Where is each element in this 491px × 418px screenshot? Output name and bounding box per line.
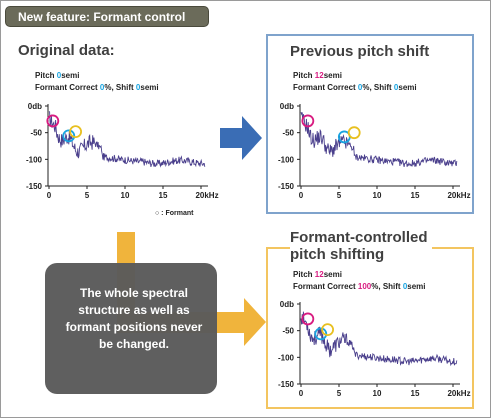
y-tick-label: -150	[278, 182, 295, 191]
spectrum-line	[48, 111, 206, 168]
x-tick-label: 15	[411, 191, 420, 200]
formant-title-line2: pitch shifting	[290, 246, 385, 263]
formant-spectrum-plot: 0db -50 -100 -150 0 5 10 15 20kHz	[278, 300, 471, 398]
previous-spectrum-plot: 0db -50 -100 -150 0 5 10 15 20kHz	[278, 102, 471, 200]
y-tick-label: -150	[26, 182, 43, 191]
x-tick-label: 0	[47, 191, 52, 200]
original-title: Original data:	[18, 42, 115, 59]
x-tick-label: 10	[373, 389, 382, 398]
formant-circle-yellow	[347, 126, 361, 140]
y-tick-label: 0db	[28, 102, 42, 111]
x-tick-label: 20kHz	[447, 389, 470, 398]
x-tick-label: 5	[337, 191, 342, 200]
y-tick-label: 0db	[280, 300, 294, 309]
x-tick-label: 5	[85, 191, 90, 200]
x-tick-label: 10	[373, 191, 382, 200]
spectrum-line	[300, 112, 458, 167]
formant-circle-blue	[62, 129, 76, 143]
x-tick-label: 5	[337, 389, 342, 398]
formant-panel	[266, 247, 474, 409]
y-tick-label: -100	[26, 155, 43, 164]
original-spectrum-plot: 0db -50 -100 -150 0 5 10 15 20kHz	[26, 102, 219, 200]
y-tick-label: -150	[278, 380, 295, 389]
x-tick-label: 20kHz	[447, 191, 470, 200]
y-tick-label: -50	[282, 129, 294, 138]
note-text: The whole spectral structure as well as …	[65, 286, 203, 351]
x-tick-label: 0	[299, 191, 304, 200]
spectrum-line	[300, 311, 458, 367]
formant-circle-blue	[314, 327, 328, 341]
banner-title: New feature: Formant control	[5, 6, 209, 27]
previous-pitch-line: Pitch 12semi	[293, 71, 342, 80]
y-tick-label: 0db	[280, 102, 294, 111]
y-tick-label: -100	[278, 155, 295, 164]
x-tick-label: 10	[121, 191, 130, 200]
x-tick-label: 15	[411, 389, 420, 398]
formant-circle-yellow	[69, 125, 82, 138]
y-tick-label: -50	[30, 129, 42, 138]
formant-circle-red	[301, 312, 315, 326]
x-tick-label: 0	[299, 389, 304, 398]
note-box	[45, 263, 217, 394]
formant-circle-red	[301, 114, 315, 128]
formant-formant-line: Formant Correct 100%, Shift 0semi	[293, 282, 426, 291]
formant-title-line1: Formant-controlled	[290, 229, 428, 246]
original-formant-line: Formant Correct 0%, Shift 0semi	[35, 83, 159, 92]
previous-title: Previous pitch shift	[290, 43, 430, 60]
formant-circle-red	[46, 114, 60, 128]
x-tick-label: 15	[159, 191, 168, 200]
previous-formant-line: Formant Correct 0%, Shift 0semi	[293, 83, 417, 92]
original-pitch-line: Pitch 0semi	[35, 71, 80, 80]
y-tick-label: -50	[282, 327, 294, 336]
y-tick-label: -100	[278, 353, 295, 362]
formant-legend: ○ : Formant	[155, 210, 194, 217]
formant-title: Formant-controlled pitch shifting	[290, 229, 432, 263]
formant-circle-yellow	[321, 323, 334, 336]
x-tick-label: 20kHz	[195, 191, 218, 200]
previous-panel	[266, 34, 474, 214]
blue-arrow	[220, 116, 262, 160]
formant-pitch-line: Pitch 12semi	[293, 270, 342, 279]
